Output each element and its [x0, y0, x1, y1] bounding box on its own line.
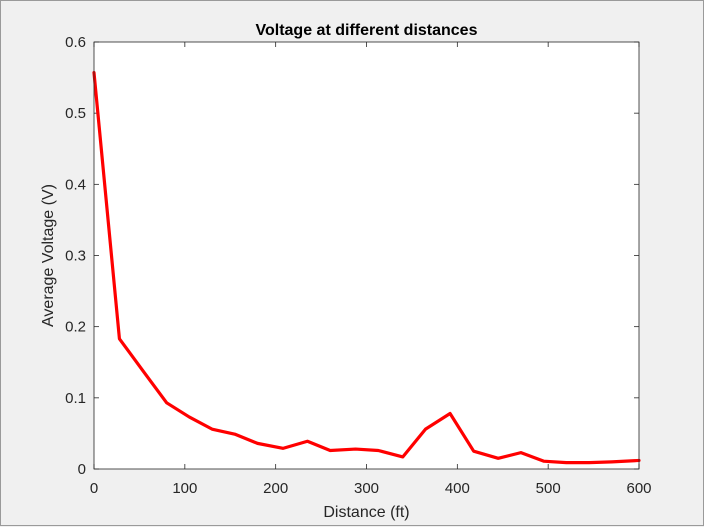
x-tick-label: 100	[172, 480, 197, 497]
x-tick-label: 500	[536, 480, 561, 497]
x-axis-tick-labels: 0 100 200 300 400 500 600	[90, 480, 652, 497]
y-tick-label: 0.6	[65, 34, 86, 51]
chart-title: Voltage at different distances	[256, 22, 478, 39]
y-axis-label: Average Voltage (V)	[40, 184, 57, 327]
y-tick-label: 0.2	[65, 319, 86, 336]
y-tick-label: 0.5	[65, 105, 86, 122]
y-tick-label: 0.1	[65, 390, 86, 407]
x-tick-label: 200	[263, 480, 288, 497]
x-axis-label: Distance (ft)	[323, 504, 409, 521]
y-tick-label: 0	[78, 461, 86, 478]
x-tick-label: 300	[354, 480, 379, 497]
y-tick-label: 0.3	[65, 248, 86, 265]
x-tick-label: 400	[445, 480, 470, 497]
x-tick-label: 0	[90, 480, 98, 497]
y-tick-label: 0.4	[65, 176, 86, 193]
x-tick-label: 600	[626, 480, 651, 497]
plot-area	[94, 42, 639, 469]
y-axis-tick-labels: 0 0.1 0.2 0.3 0.4 0.5 0.6	[65, 34, 86, 478]
